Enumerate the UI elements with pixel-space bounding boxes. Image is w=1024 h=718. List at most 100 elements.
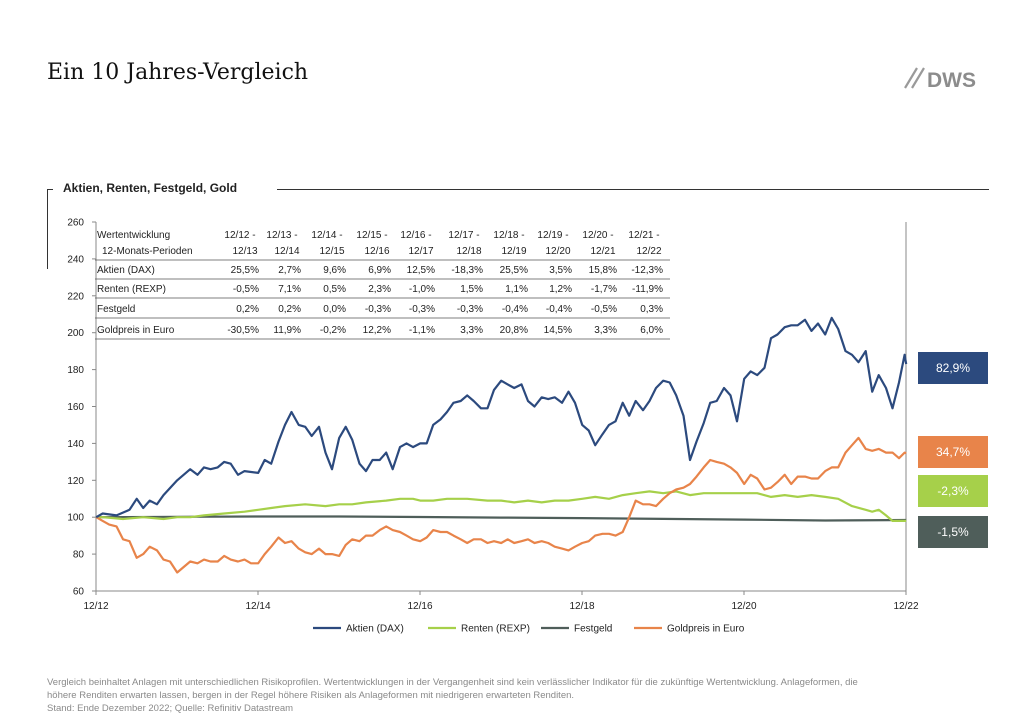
section-header: Aktien, Renten, Festgeld, Gold [47, 181, 989, 269]
x-tick-label: 12/14 [245, 601, 270, 612]
table-cell: -0,5% [233, 284, 259, 295]
table-cell: -18,3% [451, 265, 483, 276]
y-tick-label: 220 [67, 291, 84, 302]
table-cell: 11,9% [273, 325, 301, 336]
table-cell: 0,2% [278, 304, 301, 315]
end-return-badge: -2,3% [918, 475, 988, 507]
series-line-goldpreis-in-euro [95, 436, 907, 574]
table-cell: -1,7% [591, 284, 617, 295]
table-cell: -30,5% [227, 325, 259, 336]
table-cell: 3,3% [460, 325, 483, 336]
section-vertical-rule [47, 189, 48, 269]
y-tick-label: 260 [67, 218, 84, 229]
series-line-festgeld [96, 515, 907, 522]
table-cell: 1,2% [549, 284, 572, 295]
table-period-start: 12/18 - [493, 230, 524, 241]
table-cell: -0,3% [457, 304, 483, 315]
table-cell: -0,4% [546, 304, 572, 315]
series-line-renten-rexp [96, 490, 907, 522]
section-tick [47, 189, 53, 190]
table-period-start: 12/21 - [628, 230, 659, 241]
table-cell: 6,9% [368, 265, 391, 276]
table-cell: -0,4% [502, 304, 528, 315]
table-cell: -11,9% [632, 284, 663, 295]
table-period-end: 12/20 [545, 246, 570, 257]
x-tick-label: 12/22 [893, 601, 918, 612]
table-cell: 2,3% [368, 284, 391, 295]
table-cell: -1,1% [409, 325, 435, 336]
table-cell: 14,5% [544, 325, 572, 336]
table-cell: 0,0% [323, 304, 346, 315]
table-cell: 25,5% [231, 265, 259, 276]
table-cell: 25,5% [500, 265, 528, 276]
footnote: Vergleich beinhaltet Anlagen mit untersc… [47, 676, 977, 715]
table-period-start: 12/19 - [537, 230, 568, 241]
table-period-start: 12/12 - [224, 230, 255, 241]
table-header-label: 12-Monats-Perioden [102, 246, 193, 257]
table-cell: 3,5% [549, 265, 572, 276]
table-row-label: Goldpreis in Euro [97, 325, 175, 336]
table-period-start: 12/16 - [400, 230, 431, 241]
table-period-end: 12/16 [364, 246, 389, 257]
table-cell: 12,5% [407, 265, 435, 276]
table-row-label: Renten (REXP) [97, 284, 166, 295]
table-cell: -0,3% [409, 304, 435, 315]
table-cell: 2,7% [278, 265, 301, 276]
table-period-end: 12/19 [501, 246, 526, 257]
y-tick-label: 120 [67, 476, 84, 487]
table-period-end: 12/17 [408, 246, 433, 257]
section-title: Aktien, Renten, Festgeld, Gold [63, 181, 238, 195]
footnote-line: Vergleich beinhaltet Anlagen mit untersc… [47, 677, 858, 688]
legend-label: Goldpreis in Euro [667, 624, 745, 635]
end-return-badge: 34,7% [918, 436, 988, 468]
x-tick-label: 12/12 [83, 601, 108, 612]
table-period-start: 12/13 - [266, 230, 297, 241]
y-tick-label: 100 [67, 513, 84, 524]
y-tick-label: 80 [73, 550, 85, 561]
end-return-badge: -1,5% [918, 516, 988, 548]
table-period-end: 12/22 [636, 246, 661, 257]
table-period-end: 12/21 [590, 246, 615, 257]
x-tick-label: 12/16 [407, 601, 432, 612]
y-tick-label: 140 [67, 439, 84, 450]
footnote-line: Stand: Ende Dezember 2022; Quelle: Refin… [47, 703, 294, 714]
table-cell: 6,0% [640, 325, 663, 336]
page-title: Ein 10 Jahres-Vergleich [47, 60, 309, 85]
table-cell: 7,1% [278, 284, 301, 295]
table-period-start: 12/17 - [448, 230, 479, 241]
table-cell: 20,8% [500, 325, 528, 336]
table-cell: 3,3% [594, 325, 617, 336]
table-cell: -1,0% [409, 284, 435, 295]
table-cell: 0,3% [640, 304, 663, 315]
section-rule [277, 189, 989, 190]
table-cell: 12,2% [363, 325, 391, 336]
y-tick-label: 60 [73, 587, 85, 598]
table-cell: -12,3% [631, 265, 663, 276]
table-row-label: Festgeld [97, 304, 135, 315]
table-cell: 1,5% [460, 284, 483, 295]
table-period-end: 12/15 [319, 246, 344, 257]
legend-label: Aktien (DAX) [346, 624, 404, 635]
table-cell: -0,2% [320, 325, 346, 336]
table-cell: 9,6% [323, 265, 346, 276]
table-cell: 0,5% [323, 284, 346, 295]
table-period-end: 12/13 [232, 246, 257, 257]
y-tick-label: 160 [67, 402, 84, 413]
x-tick-label: 12/20 [731, 601, 756, 612]
table-cell: 15,8% [589, 265, 617, 276]
table-period-end: 12/18 [456, 246, 481, 257]
table-cell: -0,5% [591, 304, 617, 315]
table-header-label: Wertentwicklung [97, 230, 170, 241]
footnote-line: höhere Renditen erwarten lassen, bergen … [47, 690, 575, 701]
returns-table: Wertentwicklung 12-Monats-Perioden 12/12 -… [95, 230, 670, 340]
legend-label: Renten (REXP) [461, 624, 530, 635]
series-line-aktien-dax [95, 316, 908, 519]
table-period-start: 12/15 - [356, 230, 387, 241]
y-tick-label: 200 [67, 328, 84, 339]
table-cell: -0,3% [365, 304, 391, 315]
table-row-label: Aktien (DAX) [97, 265, 155, 276]
end-return-badge: 82,9% [918, 352, 988, 384]
y-tick-label: 240 [67, 254, 84, 265]
legend-label: Festgeld [574, 624, 612, 635]
